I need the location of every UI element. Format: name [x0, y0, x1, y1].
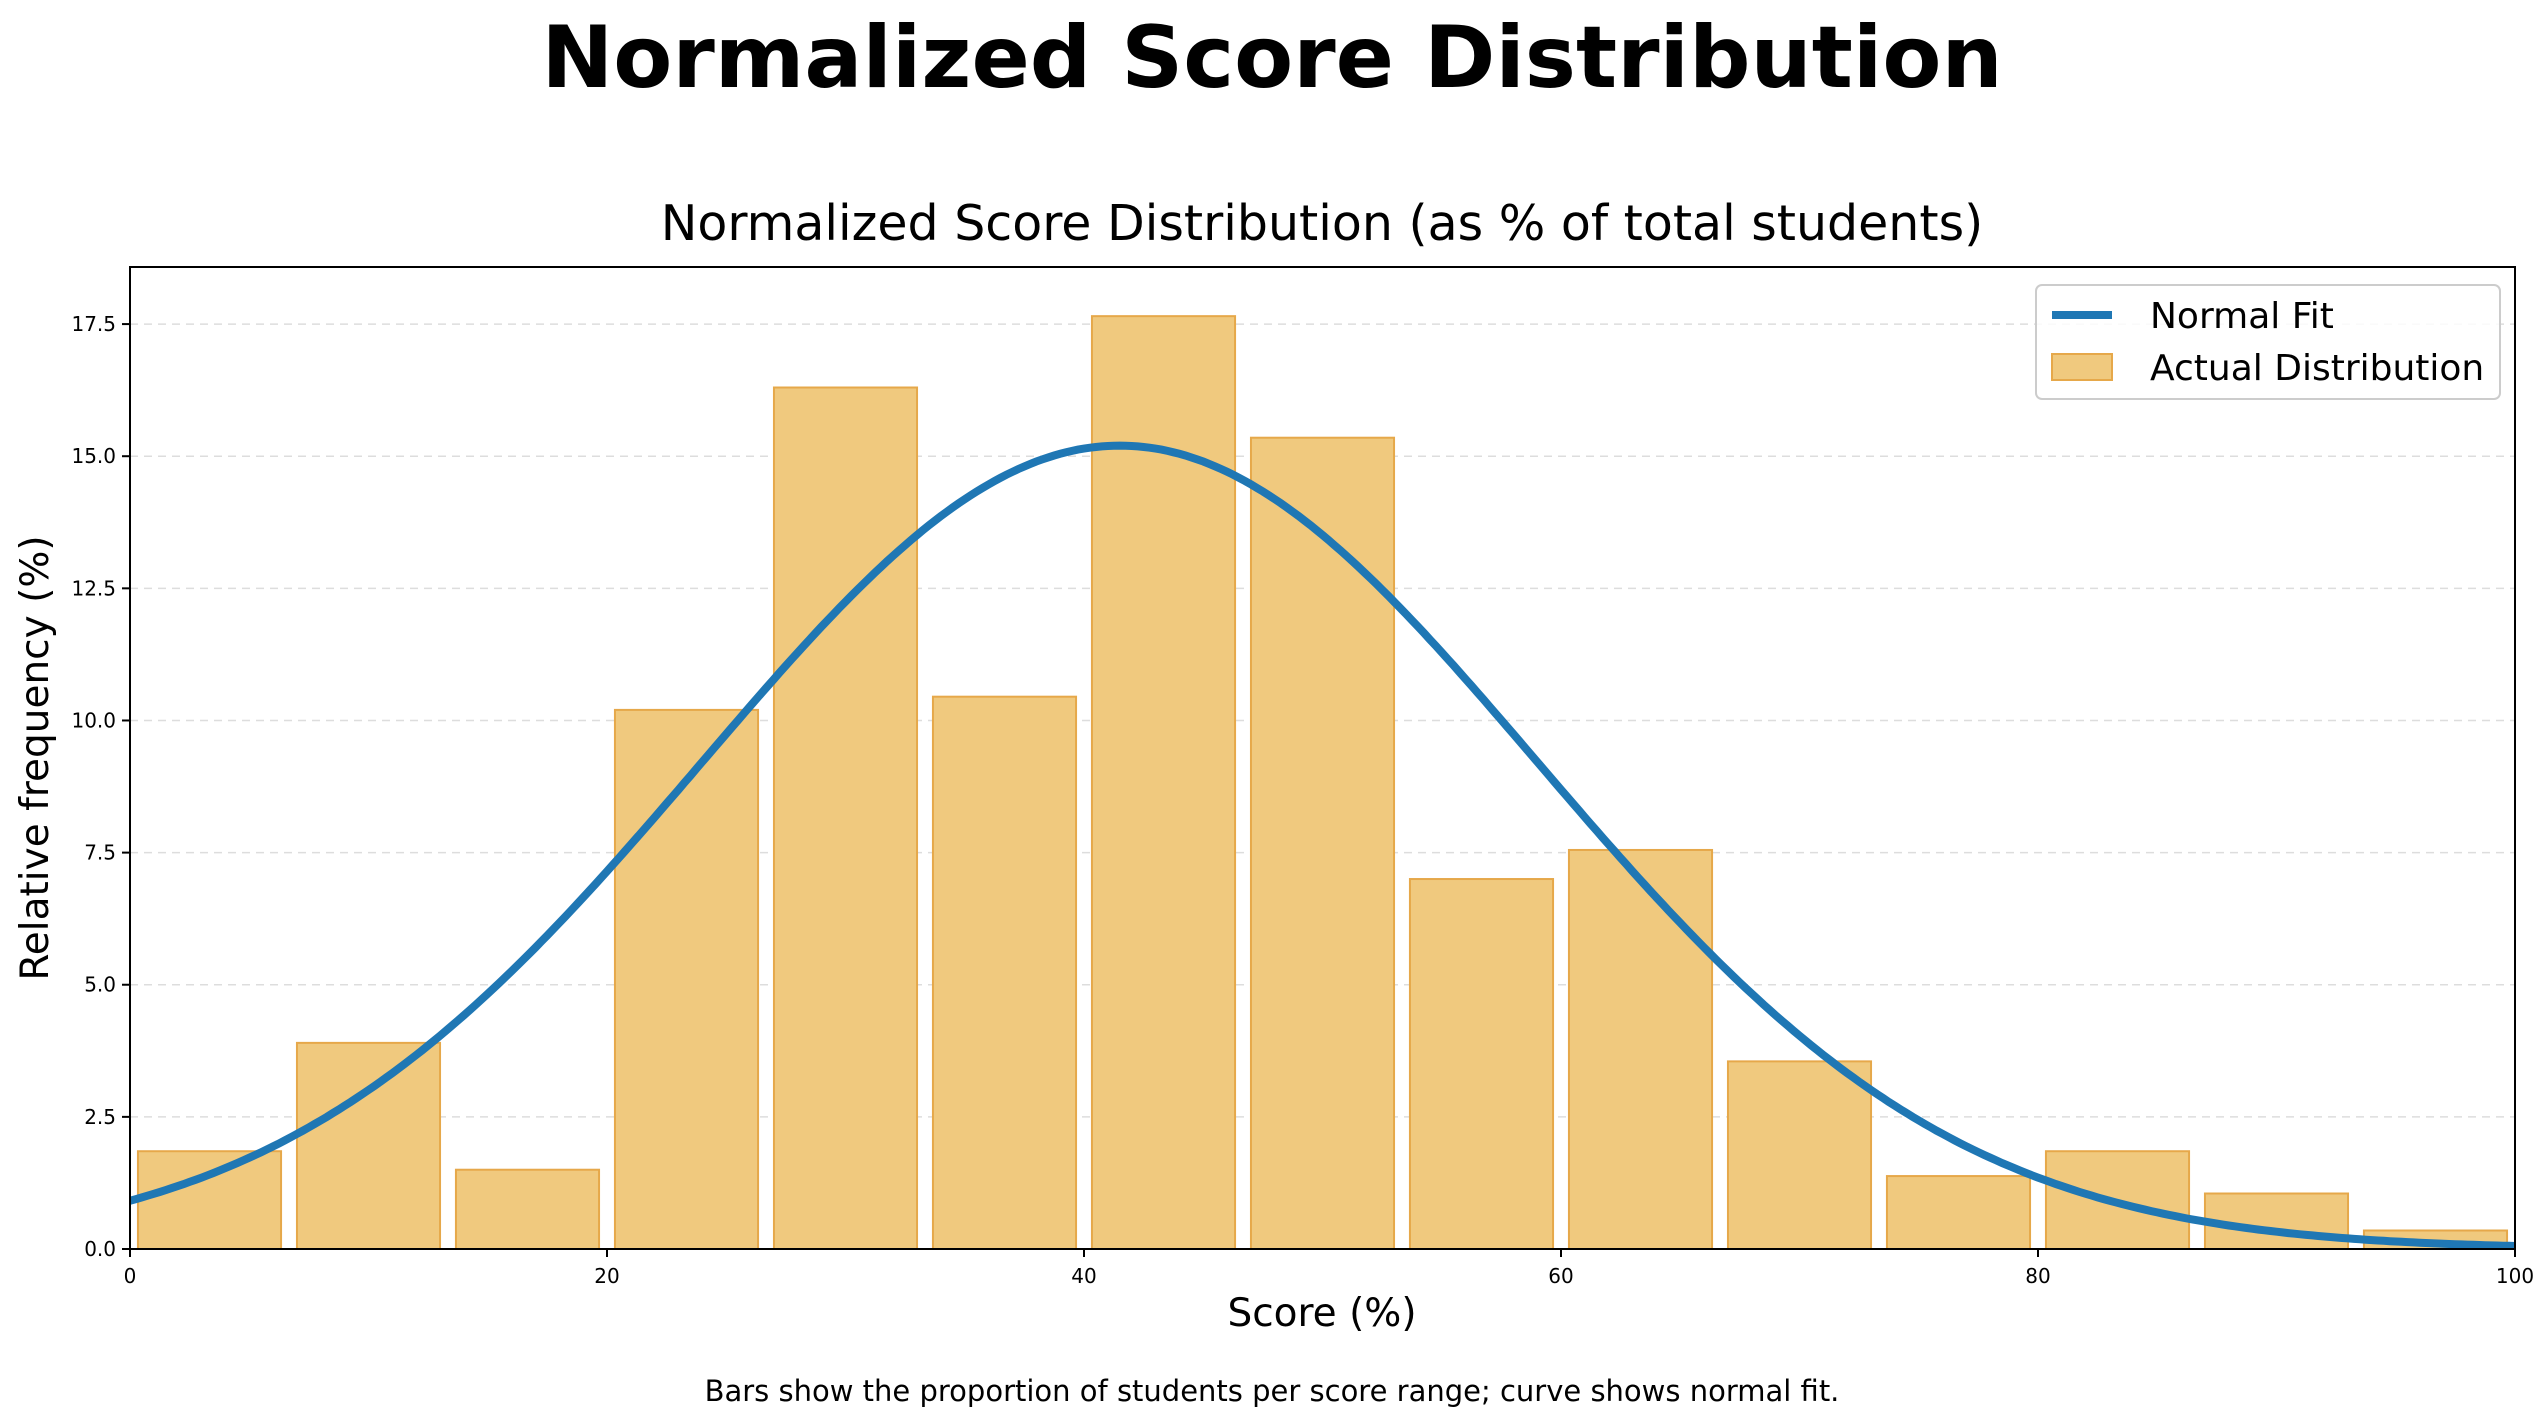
y-tick-label: 0.0 — [84, 1237, 116, 1261]
legend-label-actual-distribution: Actual Distribution — [2150, 348, 2484, 389]
legend: Normal Fit Actual Distribution — [2035, 284, 2501, 400]
y-tick-label: 12.5 — [71, 576, 116, 600]
x-axis-label: Score (%) — [1227, 1291, 1416, 1336]
y-tick-label: 2.5 — [84, 1105, 116, 1129]
figure-title: Normalized Score Distribution — [541, 8, 2003, 108]
histogram-bar — [1090, 315, 1237, 1251]
histogram-bar — [1408, 878, 1555, 1250]
y-tick-label: 5.0 — [84, 973, 116, 997]
y-tick-label: 15.0 — [71, 444, 116, 468]
histogram-bar — [772, 386, 919, 1250]
y-tick-label: 17.5 — [71, 312, 116, 336]
histogram-bar — [136, 1150, 283, 1250]
y-axis-label: Relative frequency (%) — [13, 535, 58, 980]
normal-fit-line — [128, 441, 2516, 1250]
y-tick-label: 7.5 — [84, 841, 116, 865]
x-tick-label: 40 — [1071, 1264, 1096, 1288]
x-tick-label: 60 — [1548, 1264, 1573, 1288]
histogram-bar — [1885, 1175, 2032, 1250]
legend-bar-swatch — [2051, 353, 2113, 381]
histogram-bar — [613, 708, 760, 1250]
plot-frame — [129, 266, 2516, 1250]
x-tick-label: 20 — [594, 1264, 619, 1288]
figure-caption: Bars show the proportion of students per… — [704, 1374, 1840, 1408]
histogram-bar — [1249, 436, 1396, 1250]
y-tick-label: 10.0 — [71, 708, 116, 732]
x-tick-label: 0 — [124, 1264, 137, 1288]
histogram-bar — [1567, 848, 1714, 1250]
histogram-bar — [454, 1168, 601, 1250]
chart-title: Normalized Score Distribution (as % of t… — [661, 195, 1983, 252]
histogram-bar — [295, 1041, 442, 1250]
x-tick-label: 80 — [2025, 1264, 2050, 1288]
x-tick-label: 100 — [2496, 1264, 2534, 1288]
histogram-bar — [1726, 1060, 1873, 1251]
legend-box — [2035, 284, 2501, 400]
histogram-bar — [931, 695, 1078, 1250]
legend-label-normal-fit: Normal Fit — [2150, 296, 2334, 337]
